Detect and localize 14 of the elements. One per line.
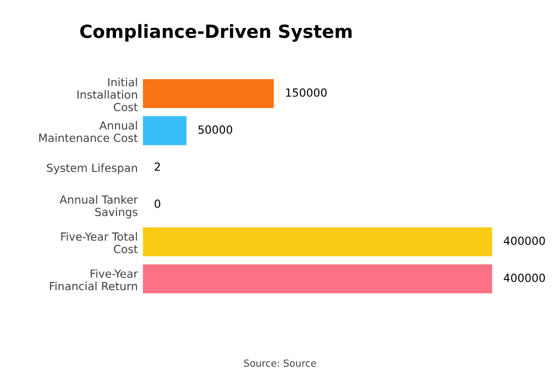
data-label: 2	[154, 162, 160, 171]
chart-title: Compliance-Driven System	[80, 24, 352, 42]
y-tick-label: Annual Maintenance Cost	[39, 121, 138, 142]
data-label: 400000	[504, 236, 545, 246]
data-label: 150000	[286, 88, 327, 97]
y-tick-label: Five-Year Financial Return	[50, 269, 138, 290]
y-tick-label: Annual Tanker Savings	[60, 195, 138, 218]
data-label: 0	[154, 200, 160, 208]
data-label: 400000	[504, 274, 545, 282]
source-note: Source: Source	[244, 359, 316, 367]
y-tick-label: System Lifespan	[46, 163, 137, 174]
y-tick-label: Five-Year Total Cost	[61, 232, 138, 254]
y-tick-label: Initial Installation Cost	[77, 78, 138, 112]
data-label: 50000	[198, 125, 232, 134]
